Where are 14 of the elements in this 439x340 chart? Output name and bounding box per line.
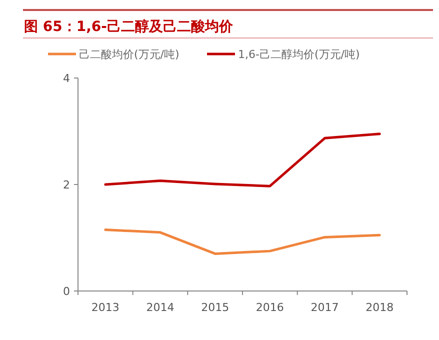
line-series	[104, 132, 381, 188]
x-tick-label: 2017	[310, 301, 339, 314]
y-tick-label: 4	[63, 72, 70, 85]
x-tick-label: 2018	[366, 301, 394, 314]
legend-label: 己二酸均价(万元/吨)	[79, 48, 180, 61]
legend-label: 1,6-己二醇均价(万元/吨)	[238, 48, 360, 61]
x-tick-label: 2014	[146, 301, 174, 314]
x-tick-label: 2013	[91, 301, 120, 314]
y-tick-label: 0	[63, 285, 70, 298]
line-series	[104, 228, 381, 255]
x-tick-label: 2016	[256, 301, 284, 314]
chart-title: 图 65：1,6-己二醇及己二酸均价	[24, 18, 234, 35]
x-tick-label: 2015	[201, 301, 230, 314]
y-tick-label: 2	[63, 178, 70, 192]
